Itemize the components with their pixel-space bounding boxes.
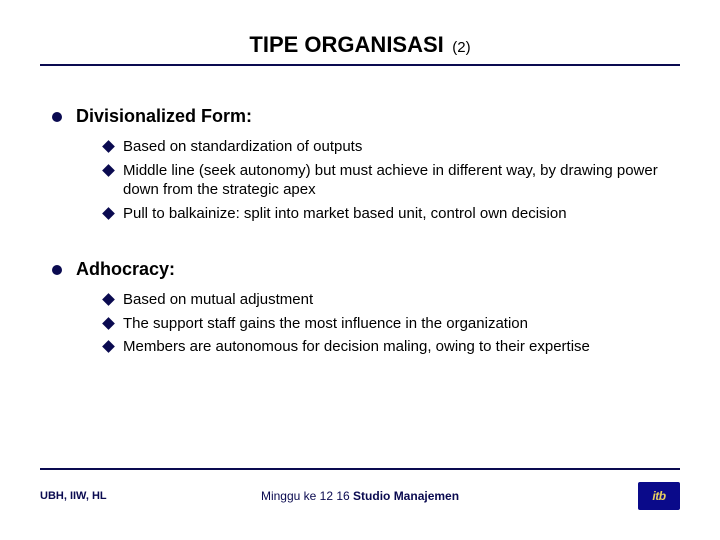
bottom-divider bbox=[40, 468, 680, 470]
slide-subtitle: (2) bbox=[452, 39, 470, 56]
footer-center-prefix: Minggu ke 12 16 bbox=[261, 489, 350, 503]
section-header: Divisionalized Form: bbox=[52, 106, 668, 127]
bullet-diamond-icon bbox=[102, 164, 115, 177]
item-text: The support staff gains the most influen… bbox=[123, 314, 528, 334]
list-item: Based on mutual adjustment bbox=[104, 290, 668, 310]
bullet-diamond-icon bbox=[102, 207, 115, 220]
footer-authors: UBH, IIW, HL bbox=[40, 490, 107, 502]
list-item: Members are autonomous for decision mali… bbox=[104, 337, 668, 357]
section-title: Divisionalized Form: bbox=[76, 106, 252, 127]
slide: TIPE ORGANISASI (2) Divisionalized Form:… bbox=[0, 0, 720, 540]
top-divider bbox=[40, 64, 680, 66]
item-text: Members are autonomous for decision mali… bbox=[123, 337, 590, 357]
item-text: Pull to balkainize: split into market ba… bbox=[123, 204, 567, 224]
bullet-diamond-icon bbox=[102, 317, 115, 330]
section-divisionalized: Divisionalized Form: Based on standardiz… bbox=[52, 106, 668, 223]
bullet-diamond-icon bbox=[102, 340, 115, 353]
list-item: Pull to balkainize: split into market ba… bbox=[104, 204, 668, 224]
item-text: Middle line (seek autonomy) but must ach… bbox=[123, 161, 668, 200]
logo-icon: itb bbox=[638, 482, 680, 510]
list-item: The support staff gains the most influen… bbox=[104, 314, 668, 334]
list-item: Based on standardization of outputs bbox=[104, 137, 668, 157]
bullet-diamond-icon bbox=[102, 140, 115, 153]
footer-center: Minggu ke 12 16 Studio Manajemen bbox=[261, 489, 459, 503]
bullet-dot-icon bbox=[52, 112, 62, 122]
section-adhocracy: Adhocracy: Based on mutual adjustment Th… bbox=[52, 259, 668, 357]
title-row: TIPE ORGANISASI (2) bbox=[40, 32, 680, 58]
item-text: Based on standardization of outputs bbox=[123, 137, 362, 157]
bullet-dot-icon bbox=[52, 265, 62, 275]
footer: UBH, IIW, HL Minggu ke 12 16 Studio Mana… bbox=[40, 468, 680, 510]
footer-row: UBH, IIW, HL Minggu ke 12 16 Studio Mana… bbox=[40, 482, 680, 510]
section-header: Adhocracy: bbox=[52, 259, 668, 280]
bullet-diamond-icon bbox=[102, 293, 115, 306]
section-items: Based on standardization of outputs Midd… bbox=[52, 137, 668, 223]
slide-title: TIPE ORGANISASI bbox=[249, 32, 443, 57]
logo-text: itb bbox=[652, 489, 665, 503]
content-area: Divisionalized Form: Based on standardiz… bbox=[40, 106, 680, 357]
item-text: Based on mutual adjustment bbox=[123, 290, 313, 310]
list-item: Middle line (seek autonomy) but must ach… bbox=[104, 161, 668, 200]
section-title: Adhocracy: bbox=[76, 259, 175, 280]
section-items: Based on mutual adjustment The support s… bbox=[52, 290, 668, 357]
footer-center-bold: Studio Manajemen bbox=[353, 489, 459, 503]
